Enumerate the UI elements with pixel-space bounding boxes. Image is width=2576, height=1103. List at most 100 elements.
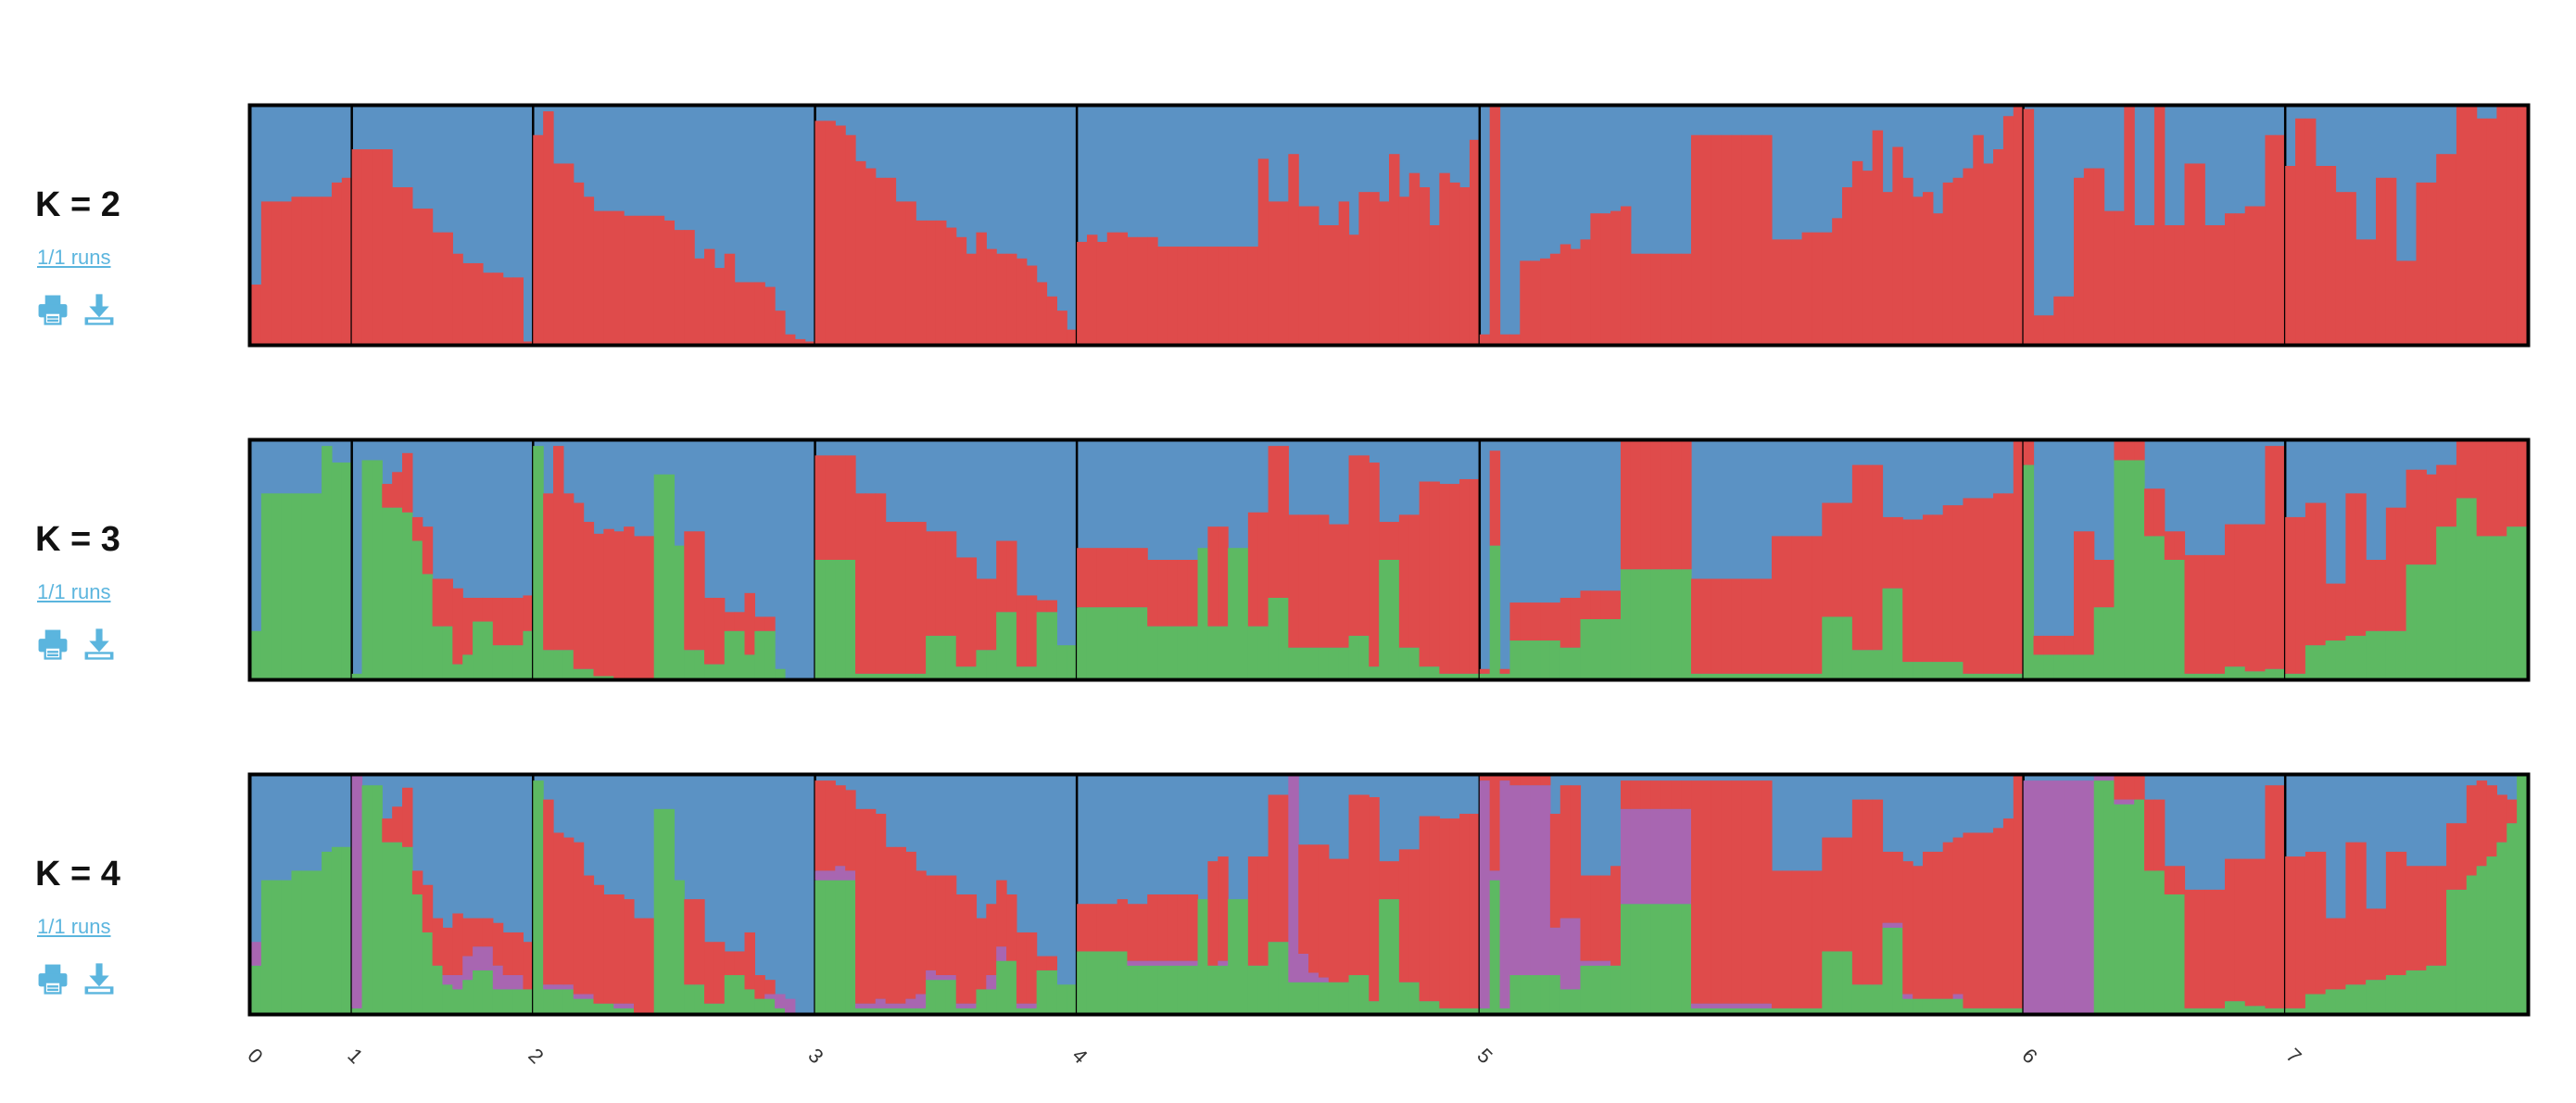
ancestry-bar bbox=[1530, 785, 1541, 976]
ancestry-bar bbox=[462, 262, 474, 344]
download-icon[interactable] bbox=[82, 292, 117, 327]
ancestry-bar bbox=[543, 111, 554, 345]
ancestry-bar bbox=[2265, 785, 2276, 1008]
ancestry-bar bbox=[1419, 1001, 1431, 1013]
ancestry-bar bbox=[1983, 498, 1994, 674]
ancestry-bar bbox=[835, 866, 846, 881]
ancestry-bar bbox=[1771, 870, 1783, 1008]
ancestry-bar bbox=[744, 654, 755, 678]
ancestry-bar bbox=[2466, 785, 2478, 876]
ancestry-bar bbox=[1187, 247, 1199, 344]
ancestry-bar bbox=[1408, 849, 1421, 983]
ancestry-bar bbox=[2043, 654, 2054, 678]
ancestry-bar bbox=[1308, 972, 1320, 983]
ancestry-bar bbox=[1167, 560, 1179, 627]
ancestry-bar bbox=[2134, 225, 2145, 344]
ancestry-bar bbox=[1932, 851, 1944, 999]
ancestry-bar bbox=[2174, 560, 2186, 678]
ancestry-bar bbox=[1993, 493, 2004, 674]
ancestry-bar bbox=[2124, 460, 2135, 678]
ancestry-bar bbox=[1348, 455, 1359, 636]
ancestry-bar bbox=[1801, 232, 1813, 344]
ancestry-bar bbox=[724, 630, 736, 678]
ancestry-bar bbox=[462, 597, 474, 655]
ancestry-bar bbox=[1187, 560, 1199, 627]
ancestry-bar bbox=[492, 965, 504, 990]
ancestry-bar bbox=[1540, 785, 1551, 976]
ancestry-bar bbox=[1862, 464, 1874, 651]
ancestry-bar bbox=[1379, 861, 1390, 900]
ancestry-bar bbox=[372, 460, 383, 678]
ancestry-bar bbox=[926, 875, 937, 970]
ancestry-bar bbox=[2114, 460, 2125, 678]
ancestry-bar bbox=[1640, 808, 1652, 905]
ancestry-bar bbox=[784, 334, 796, 344]
runs-link[interactable]: 1/1 runs bbox=[37, 246, 111, 269]
ancestry-bar bbox=[1489, 880, 1501, 1013]
ancestry-bar bbox=[875, 1008, 887, 1013]
ancestry-bar bbox=[422, 932, 434, 1013]
ancestry-bar bbox=[2295, 673, 2306, 678]
ancestry-bar bbox=[764, 998, 776, 1013]
ancestry-bar bbox=[1509, 785, 1521, 976]
k2-structure-plot bbox=[247, 103, 2531, 348]
download-icon[interactable] bbox=[82, 627, 117, 662]
ancestry-bar bbox=[1993, 828, 2004, 1008]
ancestry-bar bbox=[694, 258, 705, 344]
ancestry-bar bbox=[2144, 799, 2155, 871]
ancestry-bar bbox=[251, 965, 262, 1013]
print-icon[interactable] bbox=[35, 961, 70, 996]
ancestry-bar bbox=[2385, 507, 2397, 631]
ancestry-bar bbox=[322, 851, 333, 1013]
ancestry-bar bbox=[1922, 851, 1934, 999]
ancestry-bar bbox=[2456, 889, 2468, 1013]
ancestry-bar bbox=[1439, 1008, 1450, 1013]
ancestry-bar bbox=[1610, 210, 1622, 344]
ancestry-bar bbox=[1762, 1008, 1773, 1013]
ancestry-bar bbox=[1187, 626, 1199, 678]
ancestry-bar bbox=[1671, 808, 1682, 905]
ancestry-bar bbox=[502, 645, 514, 678]
print-icon[interactable] bbox=[35, 627, 70, 662]
ancestry-bar bbox=[624, 215, 635, 344]
ancestry-bar bbox=[2517, 526, 2528, 678]
ancestry-bar bbox=[2436, 464, 2447, 527]
ancestry-bar bbox=[2375, 980, 2387, 1013]
ancestry-bar bbox=[2064, 654, 2075, 678]
runs-link[interactable]: 1/1 runs bbox=[37, 915, 111, 938]
ancestry-bar bbox=[885, 673, 897, 678]
ancestry-bar bbox=[2305, 645, 2317, 678]
ancestry-bar bbox=[1036, 600, 1048, 613]
ancestry-bar bbox=[2093, 776, 2105, 781]
ancestry-bar bbox=[1872, 464, 1884, 651]
ancestry-bar bbox=[1228, 899, 1239, 1013]
ancestry-bar bbox=[1570, 248, 1582, 344]
ancestry-bar bbox=[1570, 597, 1582, 648]
ancestry-bar bbox=[1147, 236, 1158, 344]
ancestry-bar bbox=[432, 918, 444, 966]
ancestry-bar bbox=[1408, 172, 1421, 344]
ancestry-bar bbox=[663, 220, 676, 344]
ancestry-bar bbox=[2093, 560, 2105, 608]
ancestry-bar bbox=[562, 493, 575, 651]
download-icon[interactable] bbox=[82, 961, 117, 996]
ancestry-bar bbox=[1983, 1008, 1994, 1013]
ancestry-bar bbox=[1791, 870, 1803, 1008]
ancestry-bar bbox=[492, 645, 504, 678]
ancestry-bar bbox=[814, 780, 827, 871]
ancestry-bar bbox=[523, 341, 534, 344]
ancestry-bar bbox=[2064, 635, 2075, 655]
ancestry-bar bbox=[2134, 460, 2145, 678]
ancestry-bar bbox=[1499, 673, 1511, 678]
ancestry-bar bbox=[1983, 163, 1994, 344]
print-icon[interactable] bbox=[35, 292, 70, 327]
ancestry-bar bbox=[573, 994, 585, 999]
ancestry-bar bbox=[2164, 225, 2176, 344]
ancestry-bar bbox=[1771, 673, 1783, 678]
runs-link[interactable]: 1/1 runs bbox=[37, 580, 111, 603]
ancestry-bar bbox=[1952, 662, 1964, 678]
ancestry-bar bbox=[482, 970, 494, 1013]
ancestry-bar bbox=[1942, 662, 1954, 678]
ancestry-bar bbox=[1711, 780, 1723, 1004]
ancestry-bar bbox=[825, 880, 836, 1013]
